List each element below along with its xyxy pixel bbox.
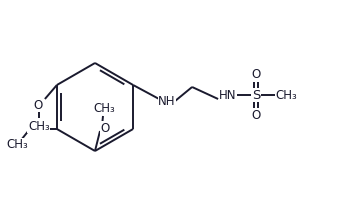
Text: O: O: [28, 122, 37, 135]
Text: O: O: [252, 108, 261, 122]
Text: HN: HN: [219, 89, 237, 101]
Text: S: S: [252, 89, 260, 101]
Text: CH₃: CH₃: [6, 138, 28, 152]
Text: CH₃: CH₃: [275, 89, 297, 101]
Text: O: O: [252, 68, 261, 82]
Text: O: O: [33, 98, 43, 111]
Text: O: O: [100, 122, 110, 135]
Text: NH: NH: [158, 95, 176, 107]
Text: CH₃: CH₃: [93, 101, 115, 114]
Text: CH₃: CH₃: [28, 119, 50, 132]
